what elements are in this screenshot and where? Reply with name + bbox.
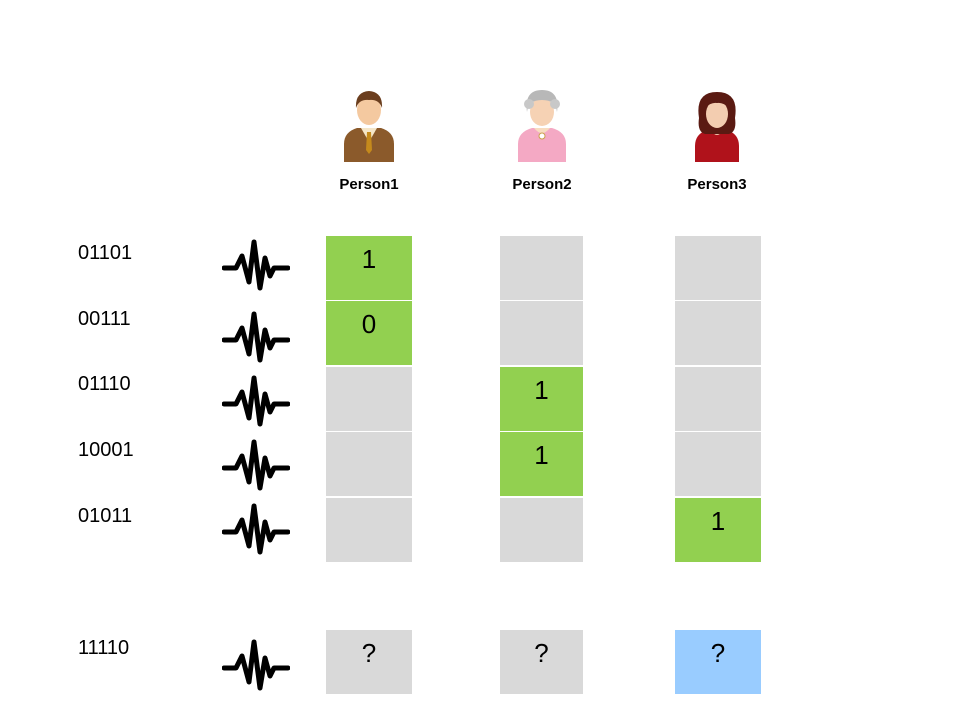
grid-cell: 1	[675, 498, 761, 562]
grid-cell	[500, 236, 583, 300]
grid-cell	[675, 367, 761, 431]
person-header-3: Person3	[667, 88, 767, 193]
grid-cell	[675, 432, 761, 496]
signal-wave-icon	[222, 503, 290, 555]
person-label: Person3	[687, 176, 747, 193]
grid-cell	[326, 498, 412, 562]
signal-wave-icon	[222, 239, 290, 291]
query-cell: ?	[326, 630, 412, 694]
signal-wave-icon	[222, 311, 290, 363]
signal-wave-icon	[222, 639, 290, 691]
row-code: 01110	[78, 373, 131, 395]
grid-cell: 0	[326, 301, 412, 365]
grid-cell	[326, 367, 412, 431]
person-label: Person2	[512, 176, 572, 193]
row-code: 10001	[78, 439, 134, 461]
grid-cell	[326, 432, 412, 496]
person-header-2: Person2	[492, 88, 592, 193]
person-label: Person1	[339, 176, 399, 193]
query-code: 11110	[78, 637, 130, 659]
signal-wave-icon	[222, 439, 290, 491]
row-code: 00111	[78, 308, 131, 330]
grid-cell: 1	[500, 367, 583, 431]
row-code: 01101	[78, 242, 133, 264]
woman-avatar-icon	[695, 92, 739, 162]
man-avatar-icon	[344, 91, 394, 162]
grid-cell: 1	[500, 432, 583, 496]
person-header-1: Person1	[319, 88, 419, 193]
query-cell: ?	[500, 630, 583, 694]
grid-cell	[675, 236, 761, 300]
elderly-woman-avatar-icon	[518, 90, 566, 162]
query-cell-highlighted: ?	[675, 630, 761, 694]
grid-cell: 1	[326, 236, 412, 300]
grid-cell	[500, 301, 583, 365]
signal-wave-icon	[222, 375, 290, 427]
grid-cell	[500, 498, 583, 562]
grid-cell	[675, 301, 761, 365]
row-code: 01011	[78, 505, 133, 527]
